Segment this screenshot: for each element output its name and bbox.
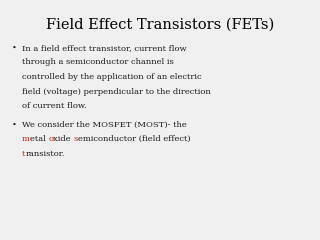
Text: controlled by the application of an electric: controlled by the application of an elec… [22, 73, 202, 81]
Text: field (voltage) perpendicular to the direction: field (voltage) perpendicular to the dir… [22, 88, 211, 96]
Text: s: s [74, 135, 78, 143]
Text: etal: etal [30, 135, 48, 143]
Text: m: m [22, 135, 30, 143]
Text: •: • [12, 44, 17, 52]
Text: In a field effect transistor, current flow: In a field effect transistor, current fl… [22, 44, 187, 52]
Text: o: o [48, 135, 53, 143]
Text: Field Effect Transistors (FETs): Field Effect Transistors (FETs) [46, 18, 274, 32]
Text: of current flow.: of current flow. [22, 102, 87, 110]
Text: ransistor.: ransistor. [25, 150, 65, 157]
Text: t: t [22, 150, 25, 157]
Text: emiconductor (field effect): emiconductor (field effect) [78, 135, 190, 143]
Text: through a semiconductor channel is: through a semiconductor channel is [22, 59, 174, 66]
Text: •: • [12, 120, 17, 128]
Text: xide: xide [53, 135, 74, 143]
Text: We consider the MOSFET (MOST)- the: We consider the MOSFET (MOST)- the [22, 120, 187, 128]
